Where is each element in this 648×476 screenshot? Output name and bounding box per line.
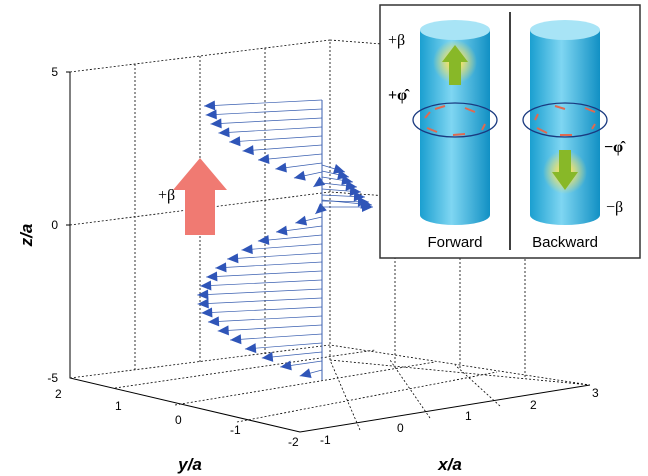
- inset: +β +φ̂ −φ̂ −β Forward Backward: [380, 5, 640, 258]
- vector-shaft: [245, 343, 322, 349]
- vector-head: [258, 154, 269, 164]
- x-tick-label: 3: [592, 386, 599, 400]
- vector-head: [313, 177, 325, 187]
- vector-shaft: [197, 289, 322, 295]
- backward-label: Backward: [532, 234, 598, 251]
- vector-head: [215, 262, 226, 272]
- vector-head: [206, 271, 217, 281]
- vector-head: [197, 289, 208, 299]
- vector-shaft: [230, 334, 322, 340]
- y-tick-label: -2: [288, 435, 299, 449]
- y-axis-label: y/a: [177, 455, 202, 474]
- vector-head: [275, 163, 287, 173]
- vector-head: [243, 145, 254, 155]
- vector-shaft: [206, 271, 322, 277]
- vector-head: [262, 352, 273, 362]
- vector-head: [210, 118, 221, 128]
- vector-head: [280, 360, 292, 370]
- forward-phi: +φ̂: [388, 87, 410, 104]
- forward-label: Forward: [427, 234, 482, 251]
- vector-head: [218, 127, 229, 137]
- y-tick-label: 1: [115, 399, 122, 413]
- y-tick-label: -1: [230, 423, 241, 437]
- vector-shaft: [215, 262, 322, 268]
- vector-shaft: [204, 100, 322, 106]
- backward-phi: −φ̂: [604, 139, 626, 156]
- direction-arrow: [173, 158, 227, 235]
- x-axis-label: x/a: [437, 455, 462, 474]
- y-tick-label: 0: [175, 413, 182, 427]
- vector-head: [294, 171, 306, 181]
- vector-head: [300, 368, 312, 378]
- x-tick-label: 1: [465, 409, 472, 423]
- vector-head: [204, 100, 215, 110]
- vector-head: [206, 109, 217, 119]
- vector-shaft: [210, 118, 322, 124]
- vector-head: [241, 244, 252, 254]
- vector-head: [200, 280, 211, 290]
- vector-head: [230, 334, 241, 344]
- vector-head: [218, 325, 229, 335]
- vector-field: [197, 100, 373, 380]
- vector-head: [315, 203, 327, 214]
- vector-head: [208, 316, 219, 326]
- vector-shaft: [241, 244, 322, 250]
- vector-head: [245, 343, 256, 353]
- y-tick-label: 2: [55, 387, 62, 401]
- vector-shaft: [229, 136, 322, 142]
- forward-beta: +β: [388, 32, 405, 49]
- vector-shaft: [200, 280, 322, 286]
- x-tick-label: 2: [530, 398, 537, 412]
- vector-shaft: [227, 253, 322, 259]
- vector-shaft: [206, 109, 322, 115]
- z-tick-label: 5: [51, 65, 58, 79]
- vector-head: [258, 235, 269, 245]
- z-axis-label: z/a: [17, 224, 36, 248]
- figure: +β 5 0 -5 2 1 0 -1 -2 -1 0 1 2 3 z/a y/a…: [0, 0, 648, 476]
- vector-head: [295, 216, 307, 226]
- backward-beta: −β: [606, 199, 623, 216]
- vector-shaft: [201, 307, 322, 313]
- x-tick-label: -1: [320, 433, 331, 447]
- vector-shaft: [218, 127, 322, 133]
- vector-head: [229, 136, 240, 146]
- z-tick-label: -5: [47, 371, 58, 385]
- annotation: +β: [158, 187, 175, 204]
- x-tick-label: 0: [397, 421, 404, 435]
- vector-shaft: [198, 298, 322, 304]
- vector-head: [227, 253, 238, 263]
- vector-head: [198, 298, 209, 308]
- vector-head: [201, 307, 212, 317]
- vector-shaft: [218, 325, 322, 331]
- z-tick-label: 0: [51, 218, 58, 232]
- vector-shaft: [243, 145, 322, 151]
- vector-head: [276, 226, 288, 236]
